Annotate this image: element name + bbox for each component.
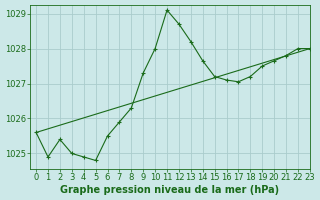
X-axis label: Graphe pression niveau de la mer (hPa): Graphe pression niveau de la mer (hPa) bbox=[60, 185, 280, 195]
